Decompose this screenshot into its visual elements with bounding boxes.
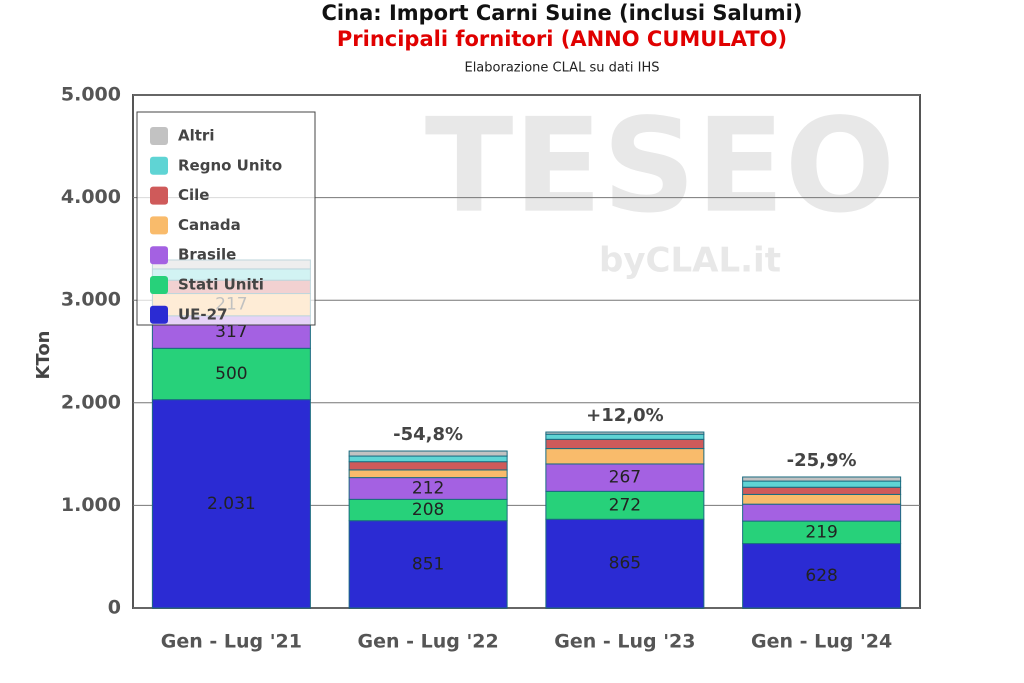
bar-segment — [545, 438, 705, 450]
legend-swatch — [150, 216, 168, 235]
data-label: 500 — [215, 364, 247, 384]
bar-segment — [348, 450, 508, 457]
chart-title: Cina: Import Carni Suine (inclusi Salumi… — [322, 1, 803, 25]
bar-segment — [742, 503, 902, 522]
legend-label: Stati Uniti — [178, 276, 264, 294]
bar-segment — [545, 490, 705, 520]
change-label: -54,8% — [393, 424, 463, 445]
bar-segment — [545, 448, 705, 465]
data-label: 219 — [805, 522, 837, 542]
data-label: 2.031 — [207, 494, 256, 514]
legend-label: Cile — [178, 186, 209, 204]
x-tick-label: Gen - Lug '23 — [554, 631, 695, 653]
legend-swatch — [150, 186, 168, 205]
y-tick-label: 0 — [108, 597, 121, 619]
data-label: 865 — [609, 554, 641, 574]
x-tick-label: Gen - Lug '24 — [751, 631, 892, 653]
data-label: 317 — [215, 322, 247, 342]
bar-segment — [348, 520, 508, 609]
legend-swatch — [150, 246, 168, 265]
legend-label: UE-27 — [178, 305, 228, 323]
bar-segment — [348, 461, 508, 471]
legend-label: Altri — [178, 127, 214, 145]
bar-segment — [545, 433, 705, 440]
data-label: 208 — [412, 500, 444, 520]
y-tick-label: 1.000 — [61, 494, 121, 516]
bar-segment — [545, 463, 705, 492]
legend-swatch — [150, 276, 168, 294]
bar-segment — [742, 493, 902, 505]
source: Elaborazione CLAL su dati IHS — [464, 61, 659, 76]
y-axis-label: KTon — [33, 330, 54, 379]
legend-label: Regno Unito — [178, 156, 282, 174]
bar-segment — [742, 486, 902, 495]
legend-label: Brasile — [178, 246, 236, 264]
bar-segment — [151, 347, 311, 401]
legend-swatch — [150, 156, 168, 175]
data-label: 272 — [609, 495, 641, 515]
watermark: TESEO — [425, 90, 895, 242]
y-tick-label: 5.000 — [61, 84, 121, 106]
bar-segment — [742, 476, 902, 482]
data-label: 212 — [412, 478, 444, 498]
data-label: 628 — [805, 566, 837, 586]
y-tick-label: 3.000 — [61, 289, 121, 311]
x-tick-label: Gen - Lug '22 — [358, 631, 499, 653]
chart-subtitle: Principali fornitori (ANNO CUMULATO) — [337, 27, 787, 51]
bar-segment — [348, 455, 508, 463]
bar-segment — [545, 431, 705, 435]
data-label: 851 — [412, 554, 444, 574]
x-tick-label: Gen - Lug '21 — [161, 631, 302, 653]
legend-label: Canada — [178, 216, 241, 234]
legend-swatch — [150, 305, 168, 324]
data-label: 267 — [609, 468, 641, 488]
change-label: +12,0% — [586, 405, 664, 426]
y-tick-label: 2.000 — [61, 391, 121, 413]
watermark-sub: byCLAL.it — [599, 241, 781, 281]
legend-swatch — [150, 127, 168, 145]
bar-segment — [742, 480, 902, 488]
change-label: -25,9% — [787, 450, 857, 471]
bar-segment — [348, 469, 508, 479]
y-tick-label: 4.000 — [61, 186, 121, 208]
bar-segment — [545, 518, 705, 609]
